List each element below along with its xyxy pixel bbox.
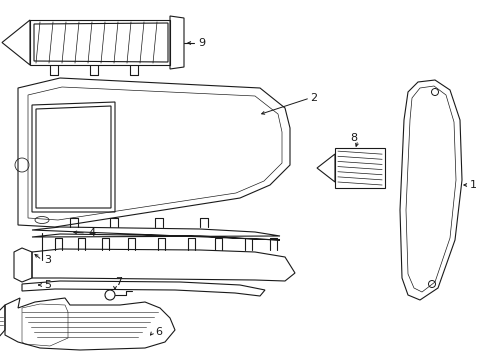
Text: 5: 5 xyxy=(44,280,51,290)
Text: 9: 9 xyxy=(198,38,205,48)
Text: 1: 1 xyxy=(470,180,477,190)
Text: 4: 4 xyxy=(88,228,95,238)
Text: 7: 7 xyxy=(115,277,122,287)
Text: 8: 8 xyxy=(350,133,357,143)
Text: 3: 3 xyxy=(44,255,51,265)
Text: 6: 6 xyxy=(155,327,162,337)
Text: 2: 2 xyxy=(310,93,317,103)
